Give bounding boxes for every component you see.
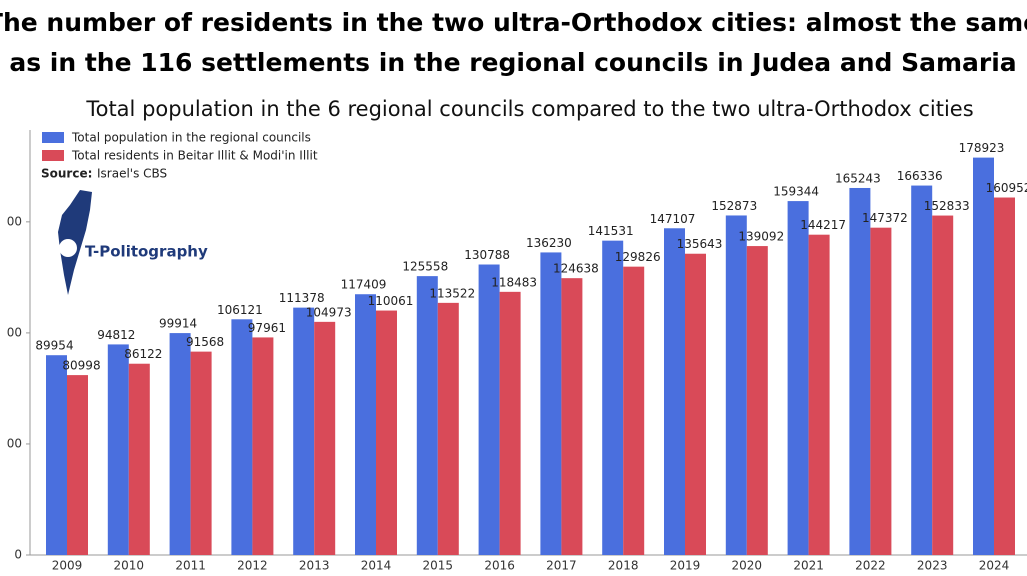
bar (932, 215, 954, 555)
bar (128, 363, 150, 555)
bar (808, 234, 830, 555)
x-tick-label: 2009 (52, 559, 83, 573)
bar (685, 253, 706, 556)
bar (46, 355, 67, 555)
bar (416, 276, 438, 555)
bar (602, 240, 624, 555)
data-label: 111378 (279, 291, 325, 305)
data-label: 117409 (341, 278, 387, 292)
bar (169, 333, 191, 555)
data-label: 110061 (368, 294, 414, 308)
data-label: 125558 (402, 260, 448, 274)
subtitle: Total population in the 6 regional counc… (85, 97, 973, 121)
bar (293, 307, 315, 555)
bar (994, 197, 1015, 555)
title-line: The number of residents in the two ultra… (0, 8, 1027, 37)
bar (561, 278, 583, 555)
x-tick-label: 2020 (732, 559, 763, 573)
bar (376, 310, 397, 555)
data-label: 86122 (124, 347, 162, 361)
bar (314, 321, 336, 555)
source: Israel's CBS (97, 167, 167, 181)
legend-swatch (42, 132, 64, 143)
bar (623, 266, 645, 555)
y-tick-label: 0 (14, 548, 22, 562)
x-tick-label: 2018 (608, 559, 639, 573)
x-tick-label: 2015 (423, 559, 454, 573)
bar (664, 228, 685, 555)
bar (787, 201, 809, 555)
data-label: 147372 (862, 211, 908, 225)
data-label: 159344 (773, 185, 819, 199)
bar (67, 375, 88, 555)
bar (231, 319, 253, 555)
logo-icon (59, 239, 77, 257)
data-label: 139092 (738, 230, 784, 244)
bar (437, 302, 459, 555)
data-label: 135643 (677, 237, 723, 251)
bar (499, 291, 521, 555)
data-label: 129826 (615, 250, 661, 264)
bar (252, 337, 274, 555)
logo-text: T-Politography (85, 243, 208, 261)
source-label: Source: (41, 167, 92, 181)
data-label: 141531 (588, 224, 634, 238)
x-tick-label: 2024 (979, 559, 1010, 573)
x-tick-label: 2022 (855, 559, 886, 573)
bar (725, 215, 747, 556)
data-label: 97961 (248, 321, 286, 335)
x-tick-label: 2019 (670, 559, 701, 573)
data-label: 118483 (491, 275, 537, 289)
x-tick-label: 2013 (299, 559, 330, 573)
legend-label: Total population in the regional council… (71, 131, 311, 145)
data-label: 94812 (97, 328, 135, 342)
bar (107, 344, 129, 555)
bar (355, 294, 376, 555)
data-label: 89954 (35, 339, 73, 353)
x-tick-label: 2023 (917, 559, 948, 573)
data-label: 147107 (650, 212, 696, 226)
x-tick-label: 2021 (793, 559, 824, 573)
x-tick-label: 2012 (237, 559, 268, 573)
x-tick-label: 2010 (114, 559, 145, 573)
title-line: as in the 116 settlements in the regiona… (9, 48, 1016, 77)
y-tick-label: 00 (7, 325, 22, 339)
data-label: 136230 (526, 236, 572, 250)
y-tick-label: 00 (7, 436, 22, 450)
data-label: 99914 (159, 317, 197, 331)
data-label: 104973 (306, 305, 352, 319)
data-label: 152873 (711, 199, 757, 213)
x-tick-label: 2014 (361, 559, 392, 573)
data-label: 130788 (464, 248, 510, 262)
bar (870, 227, 892, 556)
data-label: 178923 (959, 141, 1005, 155)
bar (540, 252, 562, 555)
y-tick-label: 00 (7, 214, 22, 228)
bar (478, 264, 500, 555)
data-label: 113522 (429, 286, 475, 300)
data-label: 160952 (986, 181, 1027, 195)
bar (911, 185, 933, 555)
data-label: 80998 (62, 359, 100, 373)
x-tick-label: 2011 (175, 559, 206, 573)
data-label: 91568 (186, 335, 224, 349)
data-label: 106121 (217, 303, 263, 317)
data-label: 152833 (924, 199, 970, 213)
x-tick-label: 2017 (546, 559, 577, 573)
data-label: 124638 (553, 262, 599, 276)
bar (849, 187, 871, 555)
bar (746, 246, 768, 556)
legend-label: Total residents in Beitar Illit & Modi'i… (71, 149, 318, 163)
bar (973, 157, 994, 555)
data-label: 144217 (800, 218, 846, 232)
legend-swatch (42, 150, 64, 161)
x-tick-label: 2016 (484, 559, 515, 573)
data-label: 165243 (835, 171, 881, 185)
bar (190, 351, 212, 555)
data-label: 166336 (897, 169, 943, 183)
